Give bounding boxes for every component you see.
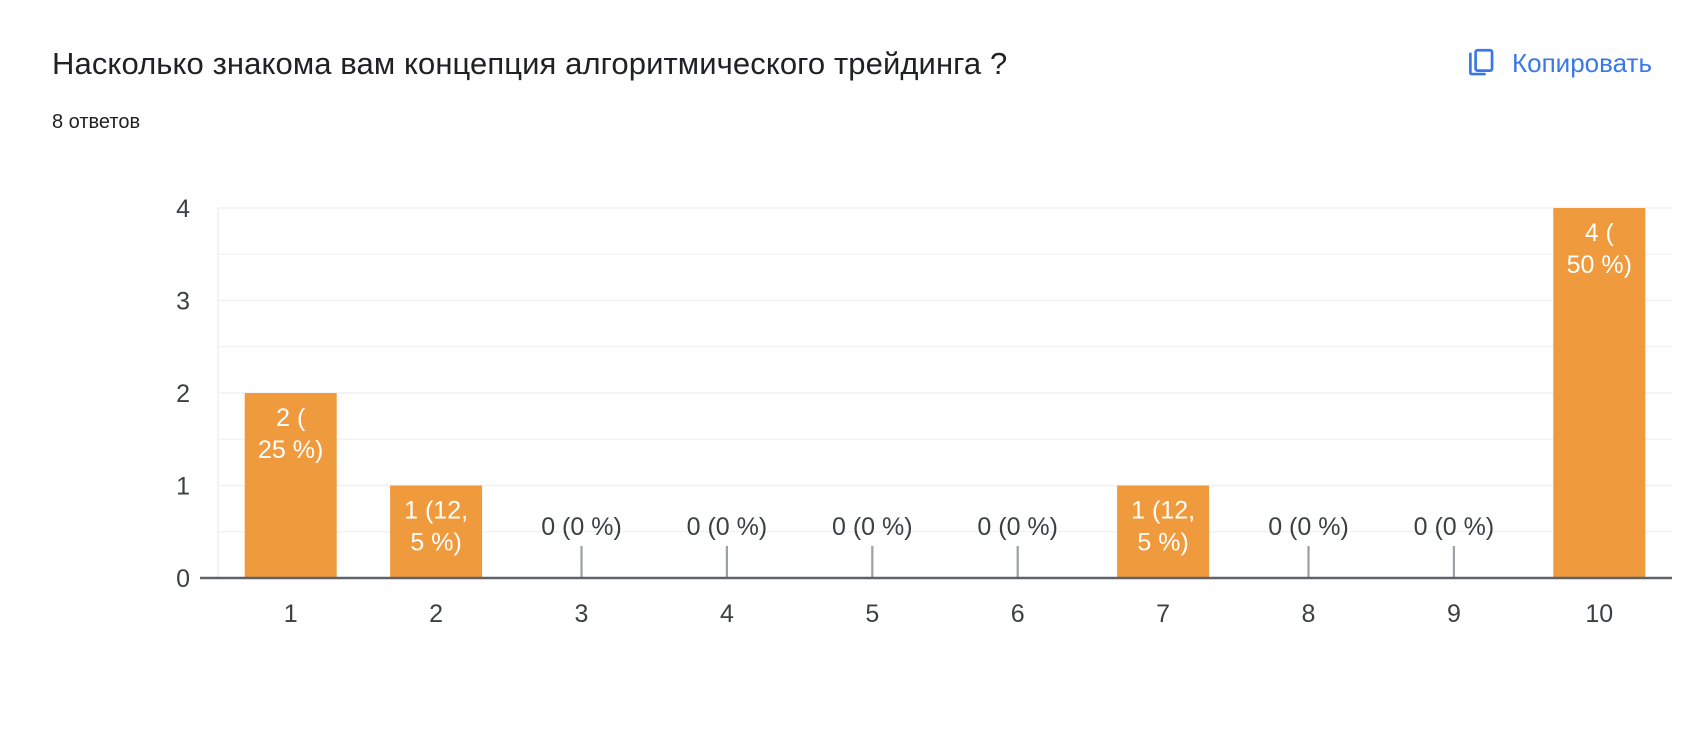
x-axis-tick-labels: 1 2 3 4 5 6 7 8 9 10 (284, 600, 1613, 628)
bar-value-label: 0 (0 %) (1414, 513, 1495, 541)
x-axis-tick-label: 5 (865, 600, 879, 628)
copy-button-label: Копировать (1512, 48, 1652, 78)
chart-bar-labels: 2 ( 25 %) 1 (12, 5 %) 0 (0 %) 0 (0 %) 0 (0 %) 0… (258, 219, 1632, 557)
copy-button[interactable]: Копировать (1464, 40, 1652, 86)
x-axis-tick-label: 3 (575, 600, 589, 628)
y-axis-tick-labels: 0 1 2 3 4 (176, 195, 190, 593)
bar-value-label: 4 ( (1585, 219, 1615, 247)
y-axis-tick-label: 3 (176, 288, 190, 316)
x-axis-tick-label: 8 (1302, 600, 1316, 628)
y-axis-tick-label: 1 (176, 473, 190, 501)
x-axis-tick-label: 4 (720, 600, 734, 628)
chart-bars (244, 208, 1646, 579)
x-axis-tick-label: 1 (284, 600, 298, 628)
x-axis-tick-label: 9 (1447, 600, 1461, 628)
page-title: Насколько знакома вам концепция алгоритм… (52, 46, 1008, 81)
bar-value-label: 2 ( (276, 404, 306, 432)
copy-icon (1464, 46, 1498, 80)
question-header: Насколько знакома вам концепция алгоритм… (0, 0, 1702, 150)
bar-value-label: 5 %) (410, 529, 461, 557)
bar-value-label: 50 %) (1567, 251, 1632, 279)
x-axis-tick-label: 2 (429, 600, 443, 628)
y-axis-tick-label: 4 (176, 195, 190, 223)
x-axis-tick-label: 7 (1156, 600, 1170, 628)
bar-value-label: 0 (0 %) (541, 513, 622, 541)
response-count-label: 8 ответов (52, 111, 141, 133)
y-axis-tick-label: 0 (176, 565, 190, 593)
x-axis-tick-label: 6 (1011, 600, 1025, 628)
bar-value-label: 0 (0 %) (977, 513, 1058, 541)
bar-value-label: 5 %) (1137, 529, 1188, 557)
bar-value-label: 25 %) (258, 436, 323, 464)
bar[interactable] (244, 393, 337, 578)
bar-value-label: 1 (12, (404, 497, 468, 525)
bar-value-label: 0 (0 %) (832, 513, 913, 541)
bar[interactable] (390, 485, 483, 579)
bar[interactable] (1117, 485, 1210, 579)
x-axis-tick-label: 10 (1585, 600, 1613, 628)
y-axis-tick-label: 2 (176, 380, 190, 408)
bar-value-label: 0 (0 %) (1268, 513, 1349, 541)
bar-value-label: 0 (0 %) (687, 513, 768, 541)
bar-value-label: 1 (12, (1131, 497, 1195, 525)
bar[interactable] (1553, 208, 1646, 578)
